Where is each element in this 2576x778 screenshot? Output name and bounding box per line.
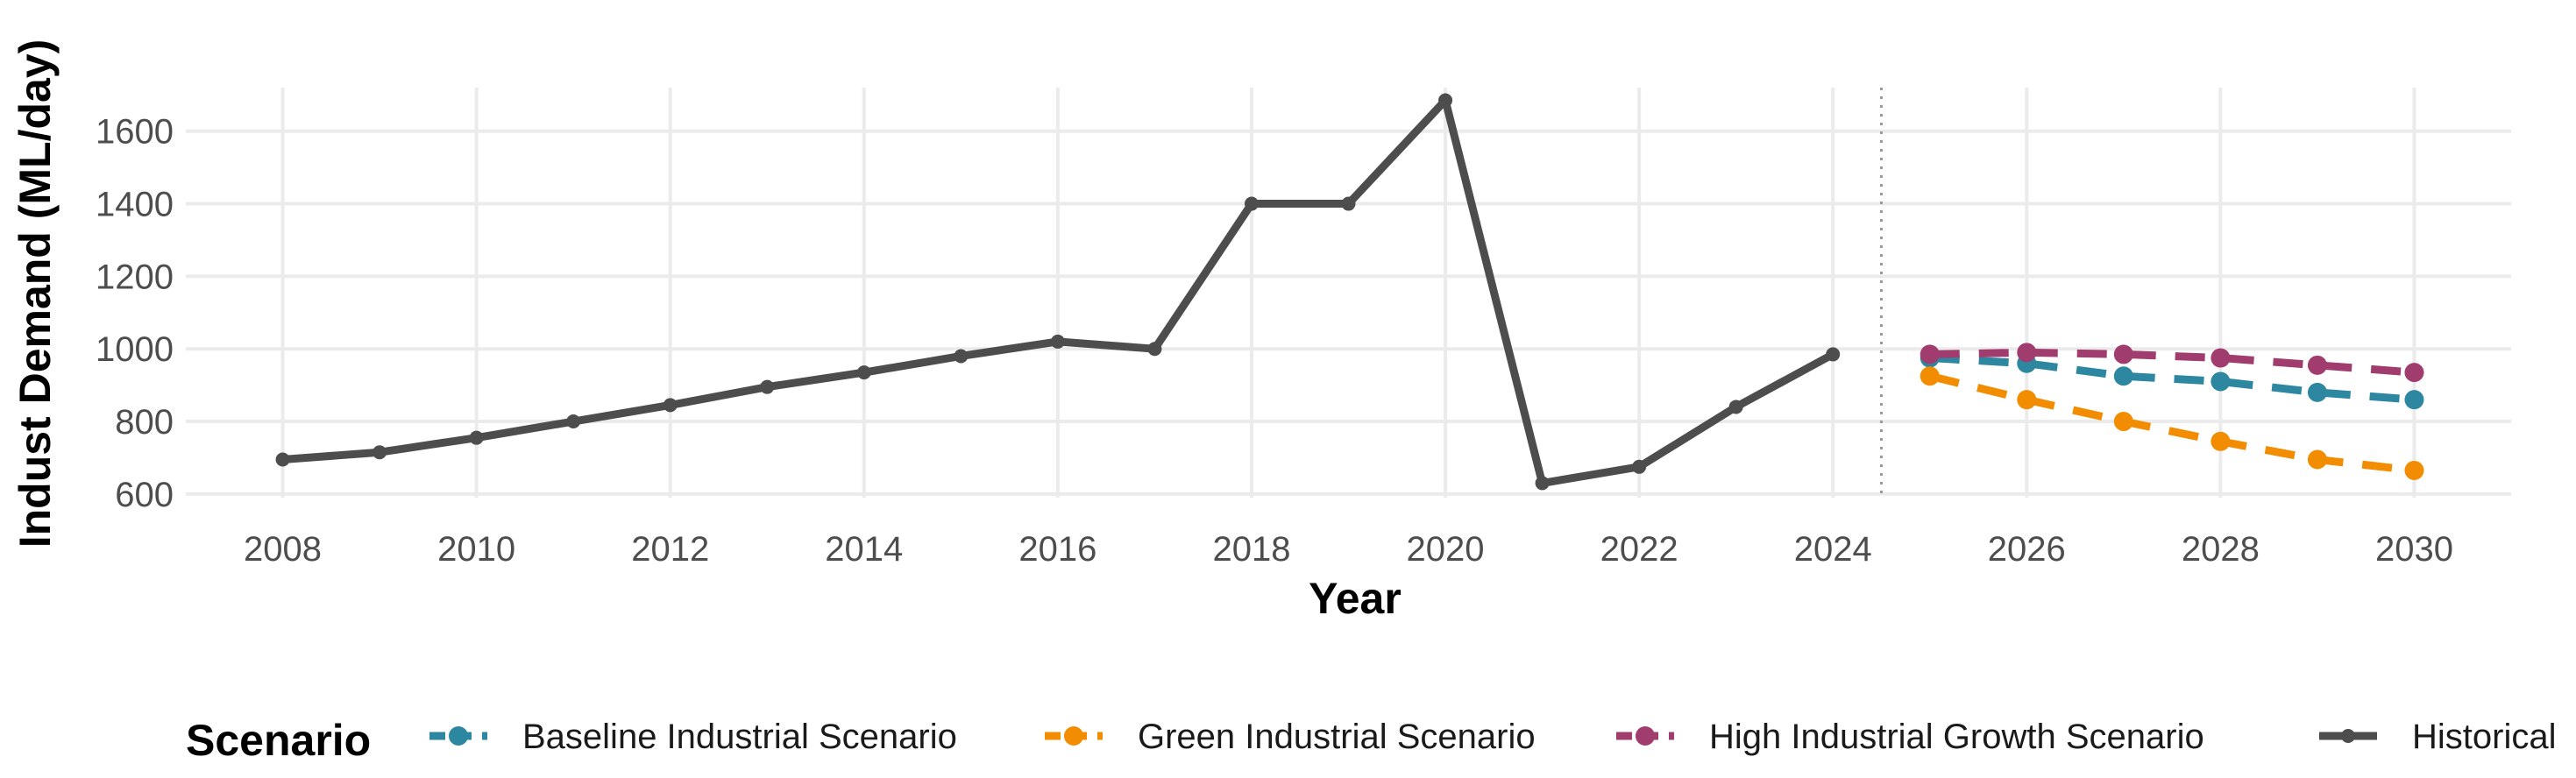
y-tick-label: 1400 <box>96 186 174 224</box>
data-point <box>1244 196 1259 211</box>
data-point <box>2017 390 2037 410</box>
x-tick-label: 2022 <box>1600 530 1678 569</box>
legend-title: Scenario <box>186 716 371 765</box>
data-point <box>2307 355 2327 375</box>
data-point <box>954 349 969 364</box>
data-point <box>469 430 484 445</box>
data-point <box>1632 459 1647 474</box>
y-tick-label: 1600 <box>96 113 174 152</box>
x-tick-label: 2012 <box>631 530 709 569</box>
series-high-industrial-growth-scenario <box>1920 343 2424 383</box>
data-point <box>1728 400 1743 414</box>
legend-key-point <box>2341 729 2355 743</box>
x-tick-label: 2016 <box>1018 530 1096 569</box>
legend-key-point <box>449 726 468 746</box>
x-tick-label: 2018 <box>1212 530 1290 569</box>
legend-label: Historical <box>2412 718 2556 756</box>
series-baseline-industrial-scenario <box>1920 348 2424 410</box>
legend-label: High Industrial Growth Scenario <box>1709 718 2204 756</box>
y-tick-label: 1200 <box>96 258 174 296</box>
series-line <box>1929 348 2415 377</box>
data-point <box>2211 431 2231 451</box>
data-point <box>2113 366 2133 386</box>
legend: Scenario Baseline Industrial Scenario Gre… <box>186 716 2556 765</box>
legend-label: Green Industrial Scenario <box>1138 718 1536 756</box>
data-point <box>1535 476 1550 491</box>
legend-item-green-industrial-scenario: Green Industrial Scenario <box>1045 718 1536 756</box>
data-point <box>1920 366 1940 386</box>
data-point <box>2211 348 2231 368</box>
legend-item-historical: Historical <box>2319 718 2556 756</box>
x-tick-label: 2010 <box>437 530 515 569</box>
data-point <box>2307 449 2327 470</box>
data-point <box>2113 344 2133 364</box>
data-point <box>373 445 387 460</box>
data-point <box>566 414 581 429</box>
series-line <box>1929 354 2415 404</box>
series-historical <box>275 93 1841 491</box>
series-layer <box>275 93 2424 491</box>
data-point <box>2404 460 2424 480</box>
data-point <box>1920 344 1940 364</box>
data-point <box>2404 390 2424 410</box>
data-point <box>663 398 678 413</box>
legend-item-high-industrial-growth-scenario: High Industrial Growth Scenario <box>1616 718 2204 756</box>
y-tick-label: 800 <box>115 403 174 442</box>
data-point <box>2211 371 2231 392</box>
data-point <box>1147 342 1162 357</box>
x-tick-label: 2030 <box>2375 530 2453 569</box>
data-point <box>1341 196 1356 211</box>
x-tick-label: 2024 <box>1794 530 1872 569</box>
legend-item-baseline-industrial-scenario: Baseline Industrial Scenario <box>429 718 957 756</box>
data-point <box>275 452 290 467</box>
data-point <box>2113 412 2133 432</box>
x-tick-label: 2014 <box>825 530 903 569</box>
data-point <box>1438 93 1453 108</box>
data-point <box>856 365 871 380</box>
x-axis-title: Year <box>1309 574 1402 623</box>
legend-key-point <box>1064 726 1083 746</box>
data-point <box>2307 382 2327 402</box>
x-tick-label: 2026 <box>1988 530 2066 569</box>
legend-label: Baseline Industrial Scenario <box>522 718 957 756</box>
y-tick-label: 1000 <box>96 330 174 369</box>
legend-key-point <box>1636 726 1655 746</box>
series-green-industrial-scenario <box>1920 366 2424 480</box>
x-tick-label: 2020 <box>1407 530 1485 569</box>
data-point <box>1050 334 1065 349</box>
data-point <box>2404 363 2424 383</box>
data-point <box>1826 347 1841 362</box>
y-tick-label: 600 <box>115 476 174 514</box>
data-point <box>760 379 775 394</box>
y-axis-ticks: 600 800 1000 1200 1400 1600 <box>96 113 174 514</box>
y-axis-title: Indust Demand (ML/day) <box>11 39 60 548</box>
data-point <box>2017 343 2037 363</box>
x-tick-label: 2008 <box>244 530 322 569</box>
x-tick-label: 2028 <box>2182 530 2260 569</box>
x-axis-ticks: 2008 2010 2012 2014 2016 2018 2020 2022 2024 2026… <box>244 530 2453 569</box>
series-line <box>1928 371 2415 475</box>
gridlines <box>186 88 2511 498</box>
